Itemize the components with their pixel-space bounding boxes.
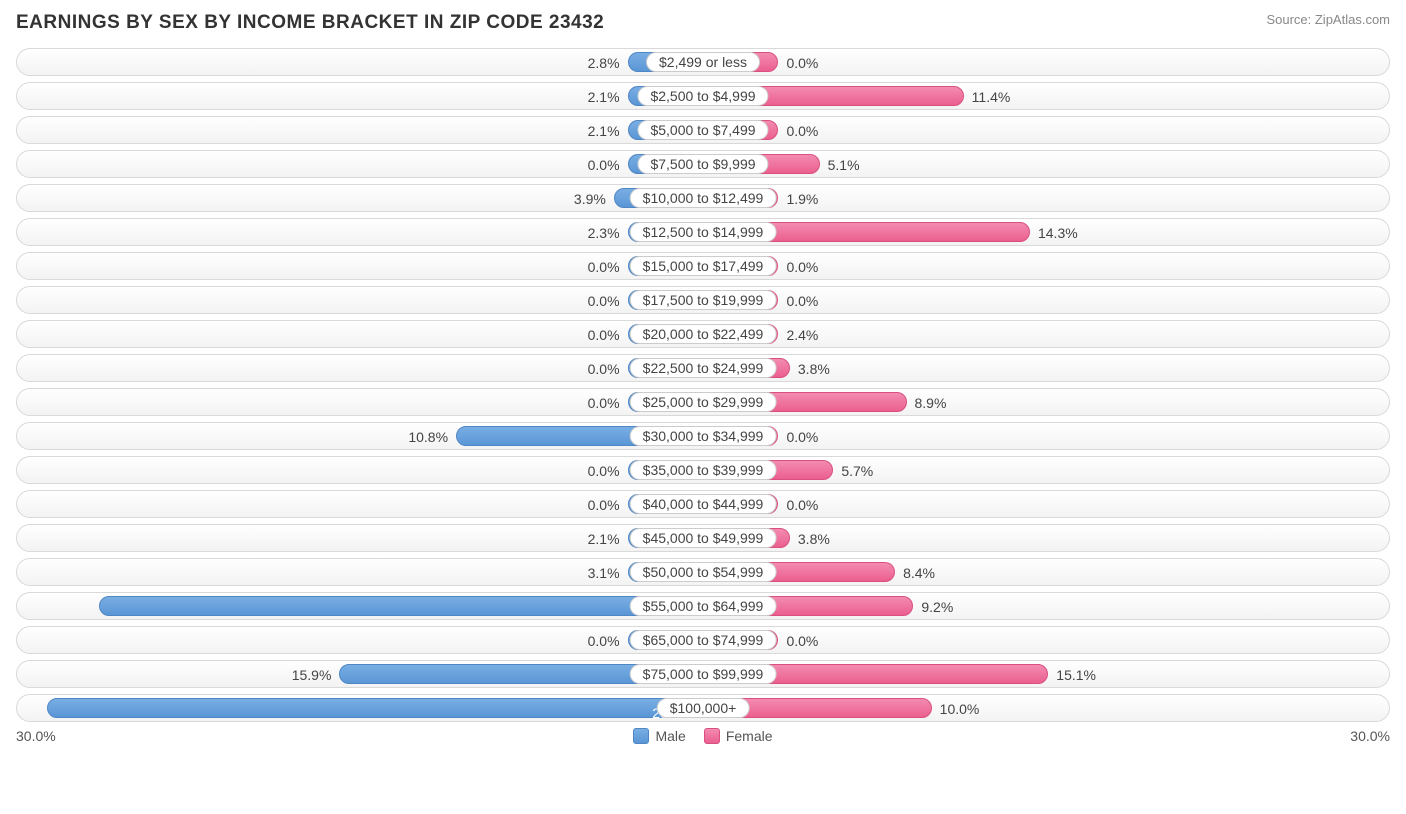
male-value-label: 2.1% bbox=[588, 525, 628, 553]
chart-row: 2.3% 14.3% $12,500 to $14,999 bbox=[16, 218, 1390, 246]
chart-row: 2.1% 11.4% $2,500 to $4,999 bbox=[16, 82, 1390, 110]
male-value-label: 0.0% bbox=[588, 457, 628, 485]
female-value-label: 15.1% bbox=[1048, 661, 1096, 689]
female-value-label: 3.8% bbox=[790, 525, 830, 553]
female-value-label: 5.7% bbox=[833, 457, 873, 485]
male-value-label: 2.3% bbox=[588, 219, 628, 247]
chart-row: 0.0% 5.1% $7,500 to $9,999 bbox=[16, 150, 1390, 178]
chart-row: 2.1% 0.0% $5,000 to $7,499 bbox=[16, 116, 1390, 144]
category-label: $7,500 to $9,999 bbox=[637, 154, 768, 174]
male-value-label: 2.8% bbox=[588, 49, 628, 77]
axis-right-max: 30.0% bbox=[1350, 728, 1390, 744]
legend-item-female: Female bbox=[704, 728, 773, 744]
category-label: $30,000 to $34,999 bbox=[630, 426, 777, 446]
category-label: $17,500 to $19,999 bbox=[630, 290, 777, 310]
female-value-label: 0.0% bbox=[778, 49, 818, 77]
male-value-label: 3.1% bbox=[588, 559, 628, 587]
chart-row: 3.9% 1.9%$10,000 to $12,499 bbox=[16, 184, 1390, 212]
category-label: $15,000 to $17,499 bbox=[630, 256, 777, 276]
female-value-label: 5.1% bbox=[820, 151, 860, 179]
chart-row: 2.8% 0.0% $2,499 or less bbox=[16, 48, 1390, 76]
female-value-label: 1.9% bbox=[778, 185, 818, 213]
female-value-label: 2.4% bbox=[778, 321, 818, 349]
axis-left-max: 30.0% bbox=[16, 728, 56, 744]
male-value-label: 15.9% bbox=[292, 661, 340, 689]
female-value-label: 0.0% bbox=[778, 117, 818, 145]
male-value-label: 2.1% bbox=[588, 83, 628, 111]
chart-row: 28.7% 10.0% $100,000+ bbox=[16, 694, 1390, 722]
female-value-label: 14.3% bbox=[1030, 219, 1078, 247]
chart-row: 0.0% 5.7% $35,000 to $39,999 bbox=[16, 456, 1390, 484]
category-label: $20,000 to $22,499 bbox=[630, 324, 777, 344]
male-value-label: 0.0% bbox=[588, 627, 628, 655]
category-label: $5,000 to $7,499 bbox=[637, 120, 768, 140]
category-label: $2,500 to $4,999 bbox=[637, 86, 768, 106]
male-value-label: 2.1% bbox=[588, 117, 628, 145]
legend-female-label: Female bbox=[726, 728, 773, 744]
male-value-label: 0.0% bbox=[588, 253, 628, 281]
chart-row: 0.0% 2.4%$20,000 to $22,499 bbox=[16, 320, 1390, 348]
male-value-label: 3.9% bbox=[574, 185, 614, 213]
category-label: $45,000 to $49,999 bbox=[630, 528, 777, 548]
male-value-label: 0.0% bbox=[588, 491, 628, 519]
female-swatch-icon bbox=[704, 728, 720, 744]
female-value-label: 0.0% bbox=[778, 287, 818, 315]
chart-row: 0.0% 8.9% $25,000 to $29,999 bbox=[16, 388, 1390, 416]
chart-row: 3.1% 8.4% $50,000 to $54,999 bbox=[16, 558, 1390, 586]
source-label: Source: ZipAtlas.com bbox=[1266, 12, 1390, 27]
female-value-label: 0.0% bbox=[778, 253, 818, 281]
male-value-label: 10.8% bbox=[408, 423, 456, 451]
male-bar: 28.7% bbox=[47, 698, 703, 718]
category-label: $12,500 to $14,999 bbox=[630, 222, 777, 242]
chart-row: 0.0% 0.0%$65,000 to $74,999 bbox=[16, 626, 1390, 654]
chart-row: 0.0% 0.0%$40,000 to $44,999 bbox=[16, 490, 1390, 518]
category-label: $55,000 to $64,999 bbox=[630, 596, 777, 616]
category-label: $40,000 to $44,999 bbox=[630, 494, 777, 514]
category-label: $2,499 or less bbox=[646, 52, 760, 72]
category-label: $75,000 to $99,999 bbox=[630, 664, 777, 684]
female-value-label: 11.4% bbox=[964, 83, 1011, 111]
legend: Male Female bbox=[633, 728, 772, 744]
female-value-label: 0.0% bbox=[778, 627, 818, 655]
male-value-label: 0.0% bbox=[588, 355, 628, 383]
header: EARNINGS BY SEX BY INCOME BRACKET IN ZIP… bbox=[16, 12, 1390, 34]
chart-row: 10.8% 0.0%$30,000 to $34,999 bbox=[16, 422, 1390, 450]
female-value-label: 8.9% bbox=[907, 389, 947, 417]
category-label: $35,000 to $39,999 bbox=[630, 460, 777, 480]
legend-male-label: Male bbox=[655, 728, 685, 744]
chart-row: 0.0% 0.0%$17,500 to $19,999 bbox=[16, 286, 1390, 314]
category-label: $65,000 to $74,999 bbox=[630, 630, 777, 650]
diverging-bar-chart: 2.8% 0.0% $2,499 or less 2.1% 11.4% $2,500 to… bbox=[16, 48, 1390, 722]
category-label: $25,000 to $29,999 bbox=[630, 392, 777, 412]
male-swatch-icon bbox=[633, 728, 649, 744]
chart-row: 0.0% 0.0%$15,000 to $17,499 bbox=[16, 252, 1390, 280]
category-label: $10,000 to $12,499 bbox=[630, 188, 777, 208]
female-value-label: 3.8% bbox=[790, 355, 830, 383]
male-bar: 26.4% bbox=[99, 596, 703, 616]
female-value-label: 0.0% bbox=[778, 423, 818, 451]
legend-item-male: Male bbox=[633, 728, 685, 744]
male-value-label: 0.0% bbox=[588, 287, 628, 315]
chart-row: 0.0% 3.8% $22,500 to $24,999 bbox=[16, 354, 1390, 382]
chart-footer: 30.0% Male Female 30.0% bbox=[16, 728, 1390, 744]
category-label: $50,000 to $54,999 bbox=[630, 562, 777, 582]
chart-row: 15.9% 15.1% $75,000 to $99,999 bbox=[16, 660, 1390, 688]
female-value-label: 0.0% bbox=[778, 491, 818, 519]
category-label: $22,500 to $24,999 bbox=[630, 358, 777, 378]
female-value-label: 8.4% bbox=[895, 559, 935, 587]
male-value-label: 0.0% bbox=[588, 151, 628, 179]
male-value-label: 0.0% bbox=[588, 389, 628, 417]
chart-title: EARNINGS BY SEX BY INCOME BRACKET IN ZIP… bbox=[16, 12, 604, 34]
category-label: $100,000+ bbox=[657, 698, 750, 718]
male-value-label: 0.0% bbox=[588, 321, 628, 349]
chart-row: 2.1% 3.8% $45,000 to $49,999 bbox=[16, 524, 1390, 552]
female-value-label: 10.0% bbox=[932, 695, 980, 723]
chart-row: 26.4% 9.2% $55,000 to $64,999 bbox=[16, 592, 1390, 620]
female-value-label: 9.2% bbox=[913, 593, 953, 621]
